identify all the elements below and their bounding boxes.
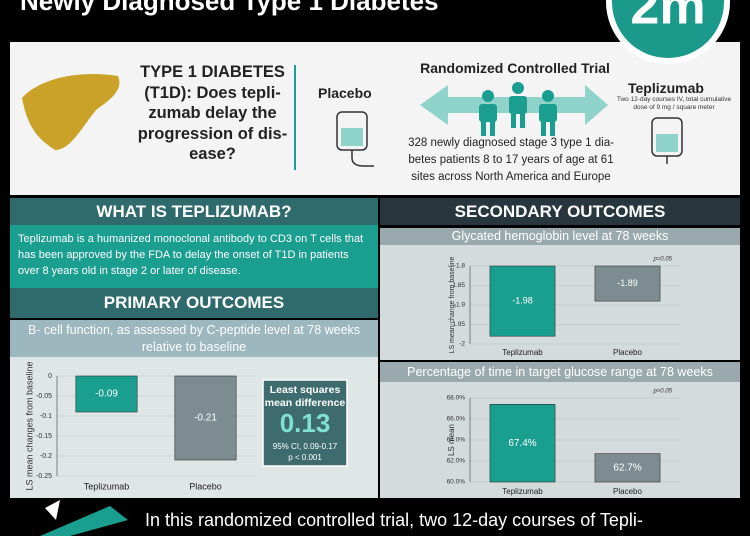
summary-title: mean difference — [265, 397, 346, 409]
y-tick-label: -0.05 — [36, 393, 52, 400]
placebo-label: Placebo — [318, 85, 372, 101]
question-line: ease? — [189, 145, 236, 163]
page-title: Newly Diagnosed Type 1 Diabetes — [20, 0, 439, 16]
bar — [489, 265, 556, 337]
y-tick-label: 0 — [48, 373, 52, 380]
x-tick-label: Teplizumab — [502, 487, 543, 496]
section-header: WHAT IS TEPLIZUMAB? — [10, 198, 378, 225]
value-label: 62.7% — [613, 462, 641, 473]
dosing: Two 12-day courses IV, total cumulative … — [608, 96, 740, 112]
bar — [594, 453, 661, 483]
y-tick-label: -0.1 — [40, 413, 52, 420]
y-tick-label: -1.85 — [450, 282, 465, 289]
footer-text: In this randomized controlled trial, two… — [145, 510, 643, 530]
population-line: sites across North America and Europe — [411, 171, 611, 183]
population: 328 newly diagnosed stage 3 type 1 dia- … — [395, 135, 627, 186]
summary-ci: 95% CI, 0.09-0.17 — [273, 442, 338, 451]
value-label: -0.09 — [95, 389, 118, 400]
note: p>0.05 — [652, 389, 672, 395]
population-line: betes patients 8 to 17 years of age at 6… — [408, 154, 614, 166]
summary-title: Least squares — [270, 384, 341, 396]
logo — [612, 0, 724, 58]
y-axis-label: LS mean changes from baseline — [24, 361, 34, 490]
dosing-line: Two 12-day courses IV, total cumulative — [616, 96, 732, 103]
x-tick-label: Placebo — [189, 481, 222, 491]
chart-background — [380, 245, 740, 360]
value-label: -0.21 — [194, 413, 217, 424]
y-tick-label: -0.25 — [36, 473, 52, 480]
x-tick-label: Teplizumab — [84, 481, 130, 491]
population-line: 328 newly diagnosed stage 3 type 1 dia- — [408, 137, 614, 149]
x-tick-label: Teplizumab — [502, 348, 543, 357]
teplizumab-label: Teplizumab — [628, 80, 704, 96]
chart-title: Glycated hemoglobin level at 78 weeks — [380, 228, 740, 245]
y-tick-label: -1.9 — [454, 302, 466, 309]
y-tick-label: 64.0% — [447, 437, 466, 444]
summary-box — [262, 379, 348, 467]
summary-value: 0.13 — [280, 408, 331, 438]
summary-p: p < 0.001 — [288, 453, 322, 462]
y-tick-label: 60.0% — [447, 479, 466, 486]
what-is-text: Teplizumab is a humanized monoclonal ant… — [10, 225, 378, 291]
bar — [594, 265, 661, 302]
y-axis-label: LS mean — [447, 424, 456, 456]
y-tick-label: -1.95 — [450, 321, 465, 328]
dosing-line: dose of 9 mg / square meter — [633, 104, 715, 111]
pencil-icon — [40, 500, 128, 536]
y-tick-label: -0.2 — [40, 453, 52, 460]
question-line: progression of dis- — [137, 124, 288, 143]
intro-panel — [10, 42, 740, 195]
bar — [174, 375, 237, 461]
y-tick-label: -2 — [459, 341, 465, 348]
chart-title: B- cell function, as assessed by C-pepti… — [10, 320, 378, 358]
section-header: PRIMARY OUTCOMES — [10, 288, 378, 318]
bar — [75, 375, 138, 413]
y-tick-label: 68.0% — [447, 395, 466, 402]
people-icon — [479, 82, 557, 136]
divider — [294, 65, 296, 170]
chart-title: Percentage of time in target glucose ran… — [380, 362, 740, 382]
y-tick-label: -1.8 — [454, 263, 466, 270]
logo-text: 2m — [630, 0, 705, 36]
liver-icon — [22, 74, 120, 150]
question-line: TYPE 1 DIABETES — [140, 63, 285, 81]
note: p=0.05 — [652, 257, 672, 263]
y-tick-label: -0.15 — [36, 433, 52, 440]
section-header: SECONDARY OUTCOMES — [380, 198, 740, 225]
value-label: -1.89 — [617, 278, 638, 288]
question-line: zumab delay the — [148, 104, 277, 122]
y-axis-label: LS mean change from baseline — [449, 256, 456, 353]
bar — [489, 403, 556, 483]
question-line: (T1D): Does tepli- — [144, 83, 281, 102]
y-tick-label: 66.0% — [447, 416, 466, 423]
trial-title: Randomized Controlled Trial — [420, 60, 610, 76]
iv-bag-icon — [336, 111, 683, 167]
value-label: -1.98 — [512, 295, 533, 305]
x-tick-label: Placebo — [613, 487, 642, 496]
y-tick-label: 62.0% — [447, 458, 466, 465]
question: TYPE 1 DIABETES (T1D): Does tepli- zumab… — [130, 62, 295, 165]
value-label: 67.4% — [508, 438, 536, 449]
x-tick-label: Placebo — [613, 348, 642, 357]
